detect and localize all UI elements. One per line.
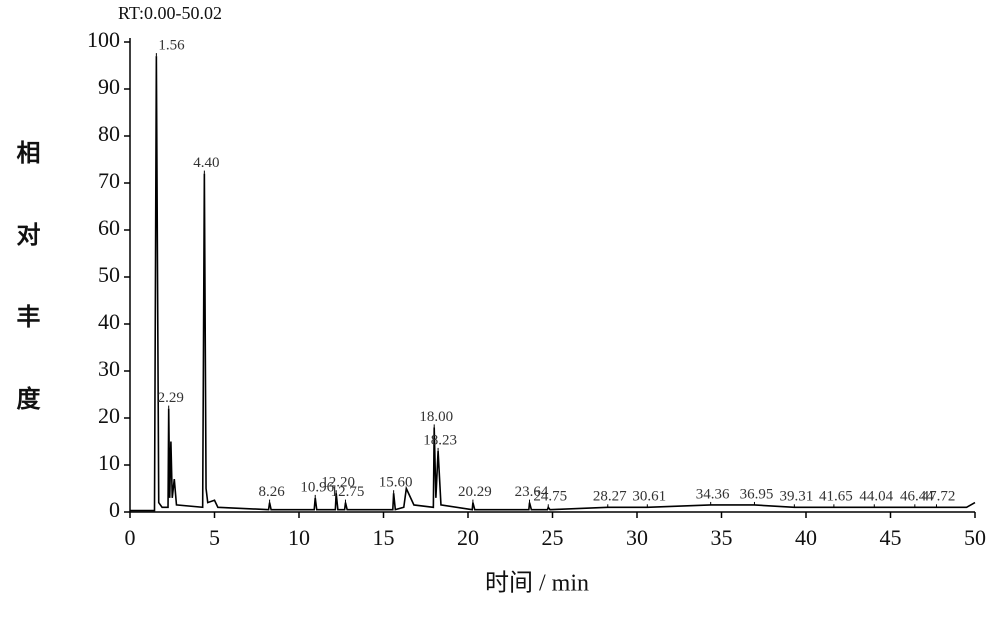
x-tick-label: 50 [964,525,986,550]
peak-label: 28.27 [593,489,627,505]
x-tick-label: 0 [125,525,136,550]
peak-label: 12.75 [331,484,365,500]
y-tick-label: 90 [98,74,120,99]
peak-label: 1.56 [158,38,185,54]
y-tick-label: 0 [109,497,120,522]
peak-label: 36.95 [740,486,774,502]
peak-label: 18.00 [419,409,453,425]
chart-title: RT:0.00-50.02 [118,3,222,23]
peak-label: 47.72 [922,489,956,505]
peak-label: 44.04 [859,489,893,505]
peak-label: 39.31 [779,489,813,505]
y-tick-label: 30 [98,356,120,381]
x-tick-label: 25 [542,525,564,550]
x-tick-label: 15 [373,525,395,550]
peak-label: 2.29 [158,390,184,406]
y-tick-label: 100 [87,27,120,52]
y-tick-label: 20 [98,403,120,428]
peak-label: 12.20 [321,475,355,491]
chromatogram-trace [130,56,976,512]
peak-label: 34.36 [696,486,730,502]
y-axis-label: 相对丰度 [12,140,40,468]
peak-label: 8.26 [258,484,285,500]
x-tick-label: 45 [880,525,902,550]
peak-label: 20.29 [458,484,492,500]
x-axis-label: 时间 / min [485,570,589,597]
y-tick-label: 70 [98,168,120,193]
x-tick-label: 20 [457,525,479,550]
peak-label: 30.61 [632,489,666,505]
x-tick-label: 5 [209,525,220,550]
x-tick-label: 10 [288,525,310,550]
y-tick-label: 80 [98,121,120,146]
peak-label: 15.60 [379,475,413,491]
peak-label: 10.96 [300,479,334,495]
y-tick-label: 50 [98,262,120,287]
peak-label: 23.64 [515,484,549,500]
y-tick-label: 40 [98,309,120,334]
y-tick-label: 60 [98,215,120,240]
x-tick-label: 40 [795,525,817,550]
x-tick-label: 30 [626,525,648,550]
peak-label: 24.75 [533,489,567,505]
y-tick-label: 10 [98,450,120,475]
peak-label: 46.44 [900,489,934,505]
peak-label: 18.23 [423,432,457,448]
peak-label: 41.65 [819,489,853,505]
peak-label: 4.40 [193,155,219,171]
x-tick-label: 35 [711,525,733,550]
